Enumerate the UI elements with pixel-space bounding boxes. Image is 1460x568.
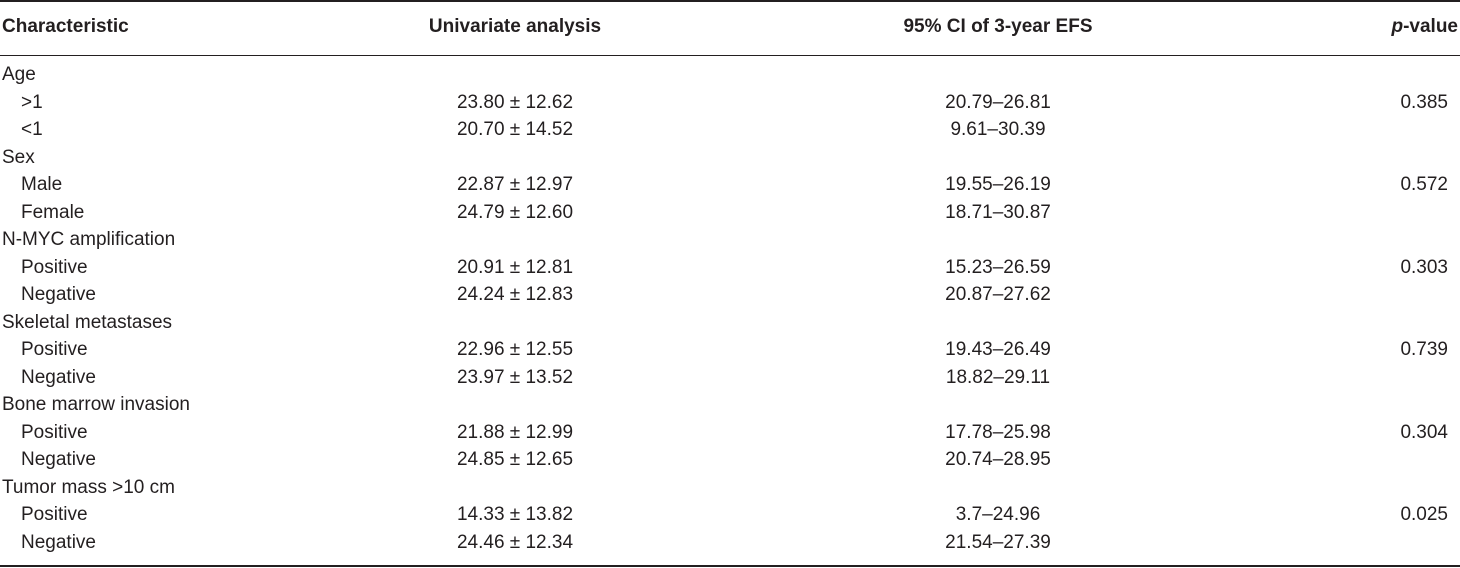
header-p-italic: p [1391,16,1404,37]
header-p-value: p-value [1391,16,1458,38]
cell-characteristic: N-MYC amplification [2,229,176,250]
cell-ci: 18.82–29.11 [945,366,1051,388]
table-header-row: Characteristic Univariate analysis 95% C… [0,0,1460,55]
table-row: N-MYC amplification [0,226,1460,254]
cell-characteristic: Sex [2,146,35,168]
cell-univariate: 24.46 ± 12.34 [456,531,574,553]
cell-ci: 9.61–30.39 [950,119,1046,140]
table-row: Negative 24.46 ± 12.34 21.54–27.39 [0,529,1460,557]
cell-univariate: 14.33 ± 13.82 [456,504,574,525]
cell-ci: 21.54–27.39 [945,531,1051,553]
cell-p-value: 0.739 [1400,339,1448,360]
cell-p-value: 0.303 [1400,256,1448,278]
cell-ci: 3.7–24.96 [955,504,1041,525]
cell-characteristic: Bone marrow invasion [2,394,190,415]
cell-ci: 15.23–26.59 [945,256,1051,278]
cell-univariate: 20.91 ± 12.81 [456,256,574,278]
table-row: Positive 14.33 ± 13.82 3.7–24.96 0.025 [0,501,1460,529]
table-row: Female 24.79 ± 12.60 18.71–30.87 [0,199,1460,227]
header-univariate-analysis: Univariate analysis [428,16,602,37]
table-row: Negative 23.97 ± 13.52 18.82–29.11 [0,364,1460,392]
table-row: Male 22.87 ± 12.97 19.55–26.19 0.572 [0,171,1460,199]
table-row: <1 20.70 ± 14.52 9.61–30.39 [0,116,1460,144]
cell-ci: 20.74–28.95 [945,449,1051,470]
cell-ci: 17.78–25.98 [945,421,1051,443]
cell-characteristic: Female [21,201,85,223]
cell-ci: 20.87–27.62 [945,284,1051,305]
header-p-rest: -value [1403,16,1458,37]
cell-univariate: 22.87 ± 12.97 [456,174,574,195]
cell-characteristic: Positive [21,339,88,360]
cell-ci: 20.79–26.81 [945,91,1051,113]
cell-characteristic: Male [21,174,63,195]
cell-univariate: 23.80 ± 12.62 [456,91,574,113]
table-row: Age [0,61,1460,89]
table-row: Tumor mass >10 cm [0,474,1460,502]
cell-univariate: 24.85 ± 12.65 [456,449,574,470]
cell-univariate: 21.88 ± 12.99 [456,421,574,443]
cell-univariate: 24.79 ± 12.60 [456,201,574,223]
cell-p-value: 0.572 [1400,174,1448,195]
cell-characteristic: Age [2,64,36,85]
cell-ci: 19.43–26.49 [945,339,1051,360]
cell-ci: 19.55–26.19 [945,174,1051,195]
table-row: Sex [0,144,1460,172]
cell-characteristic: Negative [21,284,96,305]
cell-characteristic: Positive [21,504,88,525]
cell-univariate: 23.97 ± 13.52 [456,366,574,388]
cell-p-value: 0.385 [1400,91,1448,113]
table-row: Negative 24.85 ± 12.65 20.74–28.95 [0,446,1460,474]
cell-characteristic: <1 [21,119,43,140]
table-row: Negative 24.24 ± 12.83 20.87–27.62 [0,281,1460,309]
cell-p-value: 0.304 [1400,421,1448,443]
cell-ci: 18.71–30.87 [945,201,1051,223]
header-ci-3-year-efs: 95% CI of 3-year EFS [903,16,1093,37]
table-row: Positive 22.96 ± 12.55 19.43–26.49 0.739 [0,336,1460,364]
cell-univariate: 24.24 ± 12.83 [456,284,574,305]
table-row: Positive 21.88 ± 12.99 17.78–25.98 0.304 [0,419,1460,447]
cell-characteristic: Negative [21,366,96,388]
cell-characteristic: >1 [21,91,43,113]
cell-p-value: 0.025 [1400,504,1448,525]
header-characteristic: Characteristic [2,16,129,37]
table-row: Bone marrow invasion [0,391,1460,419]
cell-characteristic: Positive [21,421,88,443]
bottom-rule [0,565,1460,567]
cell-characteristic: Negative [21,449,96,470]
cell-characteristic: Positive [21,256,88,278]
cell-univariate: 22.96 ± 12.55 [456,339,574,360]
cell-characteristic: Negative [21,531,96,553]
table-row: Positive 20.91 ± 12.81 15.23–26.59 0.303 [0,254,1460,282]
cell-characteristic: Skeletal metastases [2,311,173,333]
header-rule [0,55,1460,56]
top-rule [0,0,1460,2]
cell-univariate: 20.70 ± 14.52 [456,119,574,140]
cell-characteristic: Tumor mass >10 cm [2,476,175,498]
table-row: >1 23.80 ± 12.62 20.79–26.81 0.385 [0,89,1460,117]
table-row: Skeletal metastases [0,309,1460,337]
table-body: Age >1 23.80 ± 12.62 20.79–26.81 0.385 <1 20.7… [0,61,1460,556]
